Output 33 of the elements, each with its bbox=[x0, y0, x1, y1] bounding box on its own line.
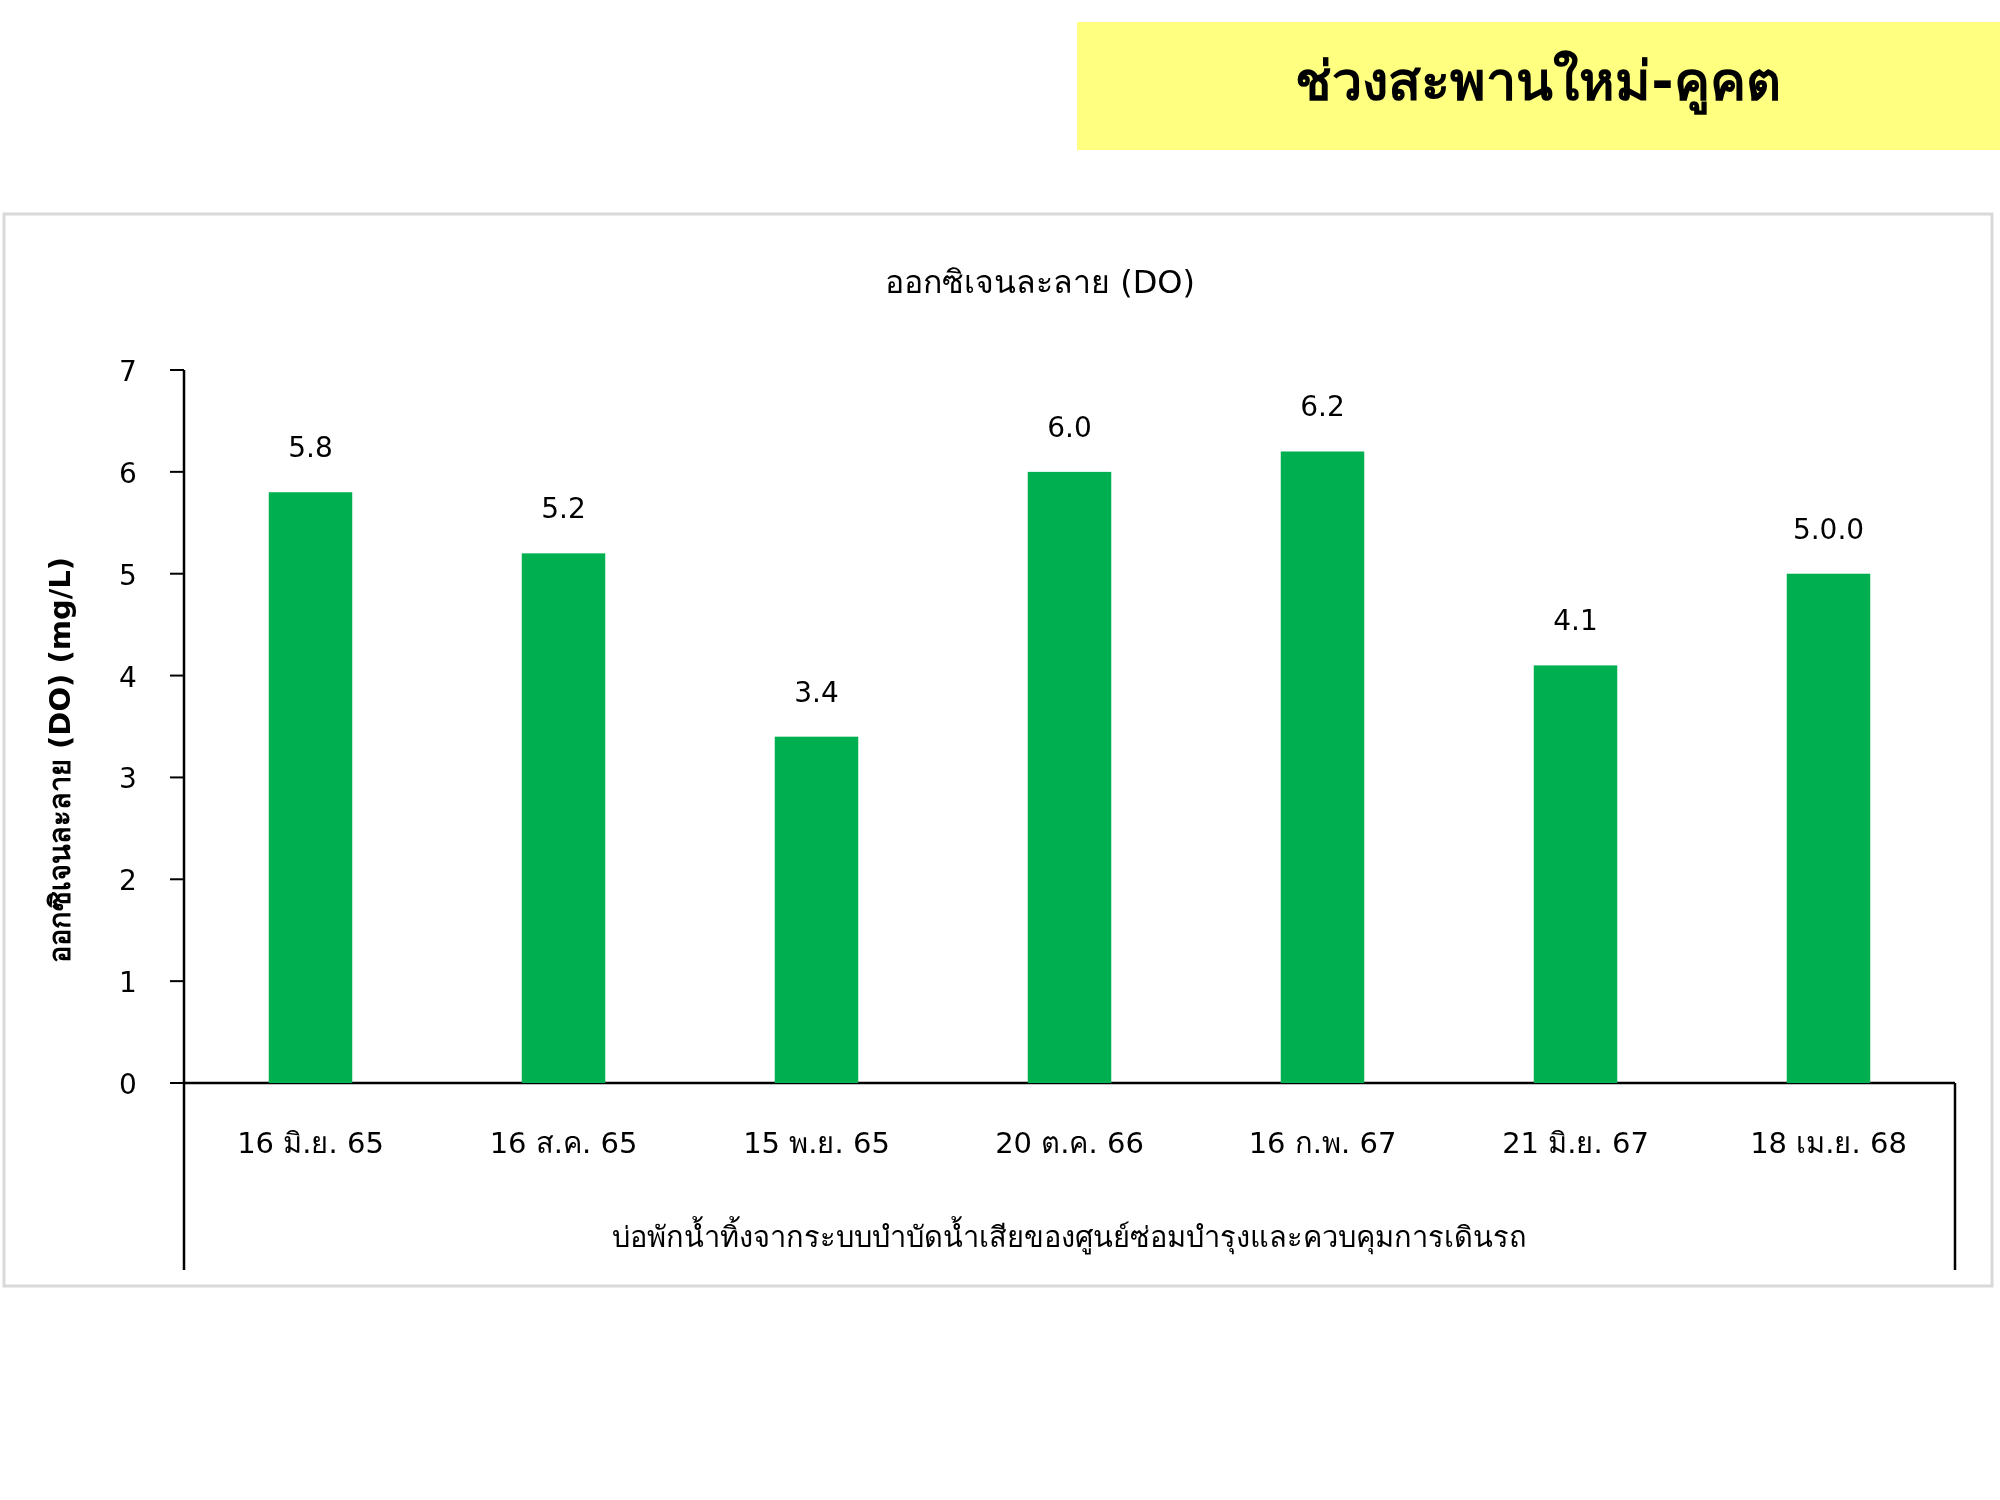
x-axis-title: บ่อพักน้ำทิ้งจากระบบบำบัดน้ำเสียของศูนย์ซ่อมบำรุงและควบคุมการเดินรถ bbox=[612, 1216, 1527, 1255]
bar bbox=[1027, 471, 1112, 1083]
x-tick-label: 18 เม.ย. 68 bbox=[1750, 1126, 1907, 1160]
data-label: 5.8 bbox=[288, 431, 333, 465]
y-tick-label: 2 bbox=[119, 864, 137, 898]
bar bbox=[521, 553, 606, 1083]
y-tick-label: 4 bbox=[119, 660, 137, 694]
data-label: 3.4 bbox=[794, 675, 839, 709]
x-tick-label: 15 พ.ย. 65 bbox=[743, 1126, 890, 1160]
x-tick-label: 16 ก.พ. 67 bbox=[1248, 1126, 1397, 1160]
y-tick-label: 3 bbox=[119, 762, 137, 796]
data-label: 5.0.0 bbox=[1792, 512, 1865, 546]
bar bbox=[268, 492, 353, 1083]
data-label: 6.2 bbox=[1300, 390, 1345, 424]
data-label: 5.2 bbox=[541, 492, 586, 526]
x-tick-label: 16 ส.ค. 65 bbox=[489, 1126, 638, 1160]
data-label: 4.1 bbox=[1553, 604, 1598, 638]
y-axis-title: ออกซิเจนละลาย (DO) (mg/L) bbox=[43, 557, 77, 963]
bar bbox=[1533, 665, 1618, 1083]
x-tick-label: 20 ต.ค. 66 bbox=[995, 1126, 1144, 1160]
chart-subtitle: ออกซิเจนละลาย (DO) bbox=[885, 263, 1195, 301]
x-tick-label: 21 มิ.ย. 67 bbox=[1502, 1126, 1649, 1160]
bar bbox=[774, 736, 859, 1083]
data-label: 6.0 bbox=[1047, 410, 1092, 444]
bar bbox=[1786, 573, 1871, 1083]
y-tick-label: 0 bbox=[119, 1068, 137, 1101]
y-tick-label: 7 bbox=[119, 355, 137, 388]
y-tick-label: 5 bbox=[119, 558, 137, 592]
chart-title: ช่วงสะพานใหม่-คูคต bbox=[1295, 50, 1781, 115]
y-tick-label: 1 bbox=[119, 966, 137, 1000]
x-tick-label: 16 มิ.ย. 65 bbox=[237, 1126, 384, 1160]
bar bbox=[1280, 451, 1365, 1083]
y-tick-label: 6 bbox=[119, 456, 137, 490]
